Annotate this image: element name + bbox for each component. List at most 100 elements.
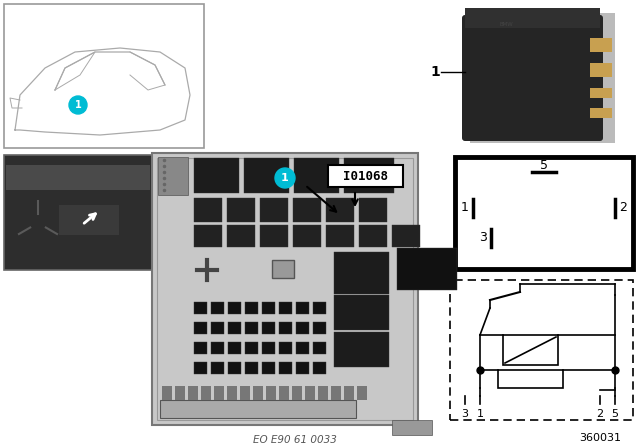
Text: 5: 5 bbox=[611, 409, 618, 419]
Bar bbox=[266, 386, 276, 400]
Bar bbox=[262, 302, 275, 314]
Text: 3: 3 bbox=[479, 231, 487, 244]
Bar bbox=[211, 322, 224, 334]
Bar bbox=[227, 386, 237, 400]
Bar bbox=[590, 108, 612, 118]
Bar bbox=[313, 302, 326, 314]
Bar bbox=[296, 362, 309, 374]
Bar bbox=[465, 8, 600, 28]
Bar bbox=[253, 386, 263, 400]
Bar bbox=[328, 165, 403, 187]
Bar bbox=[162, 386, 172, 400]
Text: 3: 3 bbox=[461, 409, 468, 419]
Bar bbox=[262, 322, 275, 334]
Bar bbox=[245, 302, 258, 314]
Bar bbox=[279, 302, 292, 314]
Text: BMW: BMW bbox=[500, 22, 514, 27]
FancyBboxPatch shape bbox=[462, 15, 603, 141]
Bar bbox=[211, 342, 224, 354]
Bar bbox=[590, 63, 612, 77]
Bar bbox=[160, 400, 356, 418]
Bar bbox=[152, 153, 418, 425]
Bar bbox=[313, 322, 326, 334]
Bar bbox=[175, 386, 185, 400]
Bar bbox=[59, 205, 119, 235]
Text: 5: 5 bbox=[540, 159, 548, 172]
Bar bbox=[262, 342, 275, 354]
Bar bbox=[344, 386, 354, 400]
Bar bbox=[334, 252, 389, 294]
Bar bbox=[228, 362, 241, 374]
Bar bbox=[455, 157, 633, 269]
Bar bbox=[211, 362, 224, 374]
Bar bbox=[245, 362, 258, 374]
Bar bbox=[272, 260, 294, 278]
Bar bbox=[392, 420, 432, 435]
Bar bbox=[296, 302, 309, 314]
Text: 1: 1 bbox=[430, 65, 440, 79]
Bar bbox=[214, 386, 224, 400]
Text: 1: 1 bbox=[461, 201, 469, 214]
Bar bbox=[260, 198, 288, 222]
Bar bbox=[194, 198, 222, 222]
Bar bbox=[157, 158, 413, 420]
Bar bbox=[245, 342, 258, 354]
Bar bbox=[296, 342, 309, 354]
Bar bbox=[4, 4, 204, 148]
Bar bbox=[357, 386, 367, 400]
Bar bbox=[590, 88, 612, 98]
Circle shape bbox=[275, 168, 295, 188]
Bar bbox=[334, 332, 389, 367]
Text: 2: 2 bbox=[619, 201, 627, 214]
Bar bbox=[279, 386, 289, 400]
Bar bbox=[211, 302, 224, 314]
Bar bbox=[194, 225, 222, 247]
Bar bbox=[262, 362, 275, 374]
Bar bbox=[392, 225, 420, 247]
Bar bbox=[188, 386, 198, 400]
Bar bbox=[228, 322, 241, 334]
Bar bbox=[293, 198, 321, 222]
Bar bbox=[305, 386, 315, 400]
Bar bbox=[590, 38, 612, 52]
Text: EO E90 61 0033: EO E90 61 0033 bbox=[253, 435, 337, 445]
Bar bbox=[344, 158, 394, 193]
Bar bbox=[292, 386, 302, 400]
Bar bbox=[228, 302, 241, 314]
Bar bbox=[326, 225, 354, 247]
Text: 2: 2 bbox=[596, 409, 604, 419]
Text: 360031: 360031 bbox=[579, 433, 621, 443]
Bar bbox=[334, 295, 389, 330]
Bar bbox=[397, 248, 457, 290]
Bar bbox=[194, 362, 207, 374]
Bar bbox=[227, 198, 255, 222]
Bar bbox=[293, 225, 321, 247]
Bar bbox=[6, 165, 150, 190]
Text: 1: 1 bbox=[477, 409, 483, 419]
Bar bbox=[503, 335, 558, 365]
Bar bbox=[326, 198, 354, 222]
Bar bbox=[279, 322, 292, 334]
Bar bbox=[240, 386, 250, 400]
Bar bbox=[279, 362, 292, 374]
Bar bbox=[450, 280, 633, 420]
Bar bbox=[244, 158, 289, 193]
Bar bbox=[313, 362, 326, 374]
Bar bbox=[194, 322, 207, 334]
Bar bbox=[296, 322, 309, 334]
Text: I01068: I01068 bbox=[342, 169, 387, 182]
Bar bbox=[245, 322, 258, 334]
Bar bbox=[194, 342, 207, 354]
Bar bbox=[313, 342, 326, 354]
Bar bbox=[201, 386, 211, 400]
Bar bbox=[470, 13, 615, 143]
Bar bbox=[279, 342, 292, 354]
Circle shape bbox=[69, 96, 87, 114]
Bar bbox=[359, 225, 387, 247]
Bar bbox=[260, 225, 288, 247]
Bar bbox=[498, 370, 563, 388]
Bar bbox=[359, 198, 387, 222]
Bar bbox=[228, 342, 241, 354]
Bar bbox=[318, 386, 328, 400]
Text: 1: 1 bbox=[75, 100, 81, 110]
